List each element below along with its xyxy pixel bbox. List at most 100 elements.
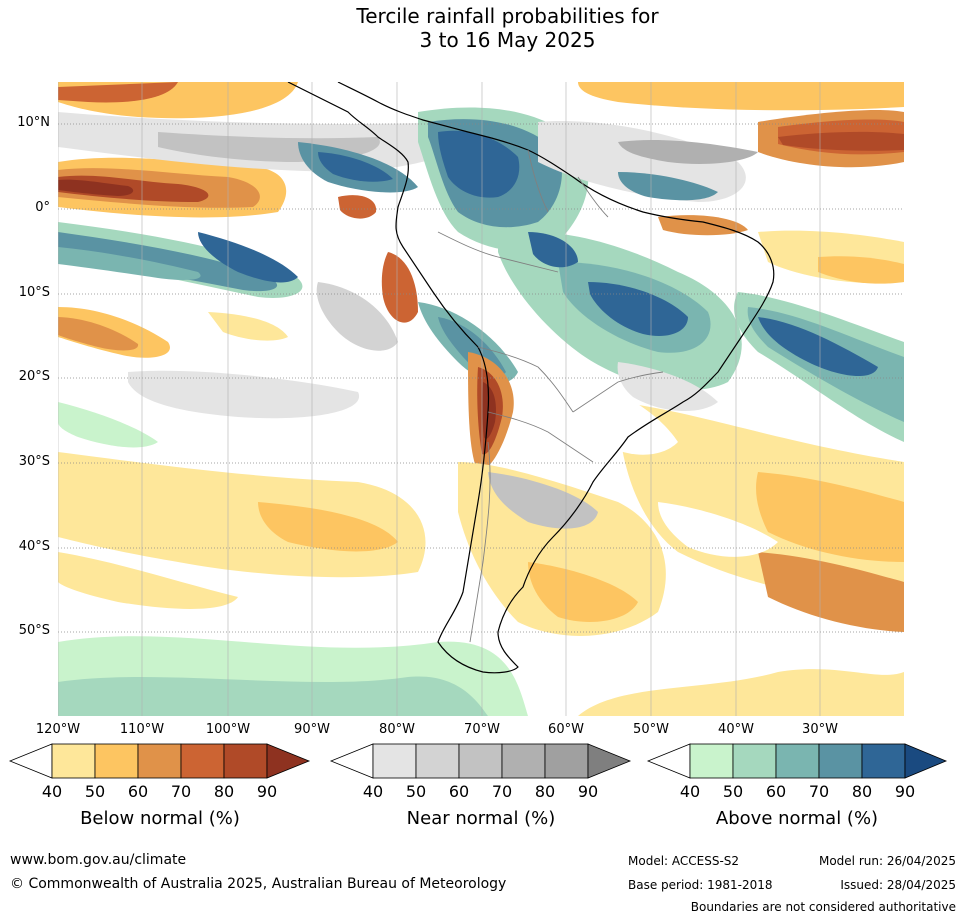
lon-label-110w: 110°W — [119, 722, 165, 737]
colorbar-below-swatch-3 — [137, 743, 182, 779]
lat-label-0: 0° — [35, 200, 50, 215]
se-pacific-below-3 — [58, 552, 238, 609]
colorbar-below-swatch-5 — [223, 743, 268, 779]
colorbar-above-swatch-4 — [818, 743, 863, 779]
amazon-above-3 — [588, 282, 688, 337]
colorbar-above-swatch-3 — [775, 743, 820, 779]
south-america-coastline — [287, 82, 775, 674]
colorbar-near-swatch-1 — [372, 743, 417, 779]
border-chile-argentina — [469, 441, 491, 643]
legend-below-tick: 80 — [213, 782, 235, 801]
guianas-above — [618, 172, 718, 201]
lon-label-90w: 90°W — [294, 722, 330, 737]
colorbar-near-swatch-6 — [587, 743, 632, 779]
colorbar-near-normal — [329, 743, 632, 779]
eq-atlantic-below-2 — [818, 256, 904, 284]
equatorial-pacific-below-4 — [58, 179, 134, 196]
country-borders — [437, 149, 664, 643]
colorbar-above-normal — [646, 743, 948, 779]
colorbar-above-swatch-6 — [904, 743, 948, 779]
colorbar-below-swatch-0 — [8, 743, 53, 779]
border-bolivia — [477, 346, 574, 413]
colorbar-below-swatch-4 — [180, 743, 225, 779]
lon-label-120w: 120°W — [35, 722, 81, 737]
legend-near-tick: 50 — [405, 782, 427, 801]
south-atlantic-below-2 — [756, 472, 904, 562]
argentina-below-2 — [528, 562, 638, 622]
legend-above-normal — [646, 743, 948, 779]
legend-above-tick: 80 — [851, 782, 873, 801]
sw-atlantic-white — [658, 502, 778, 557]
ne-brazil-above-3 — [758, 317, 878, 377]
model-run-date: Model run: 26/04/2025 — [818, 854, 956, 868]
legend-near-tick: 70 — [491, 782, 513, 801]
legend-below-tick: 40 — [41, 782, 63, 801]
base-period: Base period: 1981-2018 — [628, 878, 773, 892]
legend-above-tick: 50 — [722, 782, 744, 801]
border-argentina-north — [487, 411, 594, 463]
south-brazil-near — [617, 362, 718, 412]
lat-label-50s: 50°S — [18, 623, 50, 638]
colorbar-below-swatch-1 — [51, 743, 96, 779]
colorbar-above-swatch-0 — [646, 743, 691, 779]
legend-near-tick: 80 — [534, 782, 556, 801]
map-svg — [58, 82, 904, 716]
legend-near-tick: 40 — [362, 782, 384, 801]
argentina-near — [488, 472, 598, 529]
copyright-notice: © Commonwealth of Australia 2025, Austra… — [10, 876, 507, 892]
south-atlantic-below-3 — [758, 552, 904, 632]
south-atlantic-below-region — [578, 669, 904, 716]
legend-near-tick: 90 — [577, 782, 599, 801]
pacific-above-band-4 — [58, 247, 201, 280]
lat-label-40s: 40°S — [18, 539, 50, 554]
south-pacific-above-region-2 — [58, 676, 488, 716]
legend-below-tick: 70 — [170, 782, 192, 801]
nw-south-america-above-3 — [438, 130, 520, 198]
model-name: Model: ACCESS-S2 — [628, 854, 740, 868]
lon-label-40w: 40°W — [718, 722, 754, 737]
colorbar-near-swatch-4 — [501, 743, 546, 779]
colorbar-near-swatch-2 — [415, 743, 460, 779]
map-gridlines — [58, 123, 904, 633]
panama-above-2 — [318, 152, 393, 182]
legend-above-tick: 90 — [894, 782, 916, 801]
colorbar-below-normal — [8, 743, 311, 779]
pacific-above-band-3 — [198, 232, 298, 283]
pacific-above-small — [58, 402, 158, 448]
legend-below-tick: 60 — [127, 782, 149, 801]
legend-above-tick: 60 — [765, 782, 787, 801]
north-pacific-below-2 — [58, 82, 178, 103]
caribbean-near — [618, 140, 758, 164]
lat-label-10n: 10°N — [17, 115, 50, 130]
border-guianas — [577, 176, 609, 218]
colorbar-near-swatch-3 — [458, 743, 503, 779]
lon-label-50w: 50°W — [633, 722, 669, 737]
sw-pacific-below-2 — [58, 317, 139, 351]
central-brazil-white — [576, 382, 678, 455]
website-link[interactable]: www.bom.gov.au/climate — [10, 852, 187, 868]
pacific-near-4 — [316, 282, 398, 351]
venezuela-near — [538, 121, 746, 202]
pacific-near-3 — [128, 370, 360, 419]
colorbar-above-swatch-2 — [732, 743, 777, 779]
north-atlantic-below-3 — [778, 131, 904, 151]
issued-date: Issued: 28/04/2025 — [840, 878, 956, 892]
se-pacific-below-2 — [258, 502, 398, 552]
map-meridians — [58, 82, 821, 716]
lon-label-60w: 60°W — [548, 722, 584, 737]
legend-near-normal — [329, 743, 632, 779]
legend-near-caption: Near normal (%) — [406, 808, 556, 829]
colorbar-above-swatch-1 — [689, 743, 734, 779]
lat-label-20s: 20°S — [18, 369, 50, 384]
boundaries-disclaimer: Boundaries are not considered authoritat… — [690, 900, 956, 914]
border-brazil-bolivia — [572, 371, 664, 413]
title-line-2: 3 to 16 May 2025 — [419, 28, 596, 52]
legend-below-caption: Below normal (%) — [80, 808, 240, 829]
legend-above-tick: 40 — [679, 782, 701, 801]
colorbar-below-swatch-2 — [94, 743, 139, 779]
legend-near-tick: 60 — [448, 782, 470, 801]
border-venezuela-colombia — [527, 149, 549, 213]
lon-label-100w: 100°W — [205, 722, 251, 737]
legend-above-tick: 70 — [808, 782, 830, 801]
lon-label-70w: 70°W — [464, 722, 500, 737]
